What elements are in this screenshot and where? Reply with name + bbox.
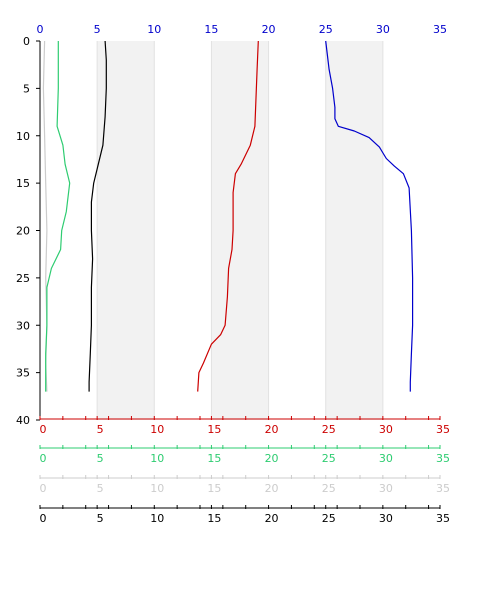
top-tick-label: 0 [37,23,44,36]
series-line-4 [325,40,414,392]
red-tick-label: 20 [265,423,279,436]
green-tick-label: 20 [265,452,279,465]
black-tick-label: 25 [322,512,336,525]
y-tick-label: 30 [16,319,30,332]
red-tick-label: 30 [379,423,393,436]
series-line-2 [88,40,107,392]
gray-tick-label: 10 [150,482,164,495]
y-tick-label: 40 [16,414,30,427]
black-tick-label: 0 [40,512,47,525]
black-tick-label: 5 [97,512,104,525]
y-tick-label: 20 [16,225,30,238]
red-tick-label: 35 [436,423,450,436]
green-tick-label: 15 [207,452,221,465]
series-line-3 [197,40,259,392]
gray-tick-label: 20 [265,482,279,495]
green-tick-label: 30 [379,452,393,465]
top-tick-label: 30 [376,23,390,36]
red-tick-label: 0 [40,423,47,436]
red-tick-label: 10 [150,423,164,436]
shaded-band-0 [97,41,155,420]
gray-tick-label: 5 [97,482,104,495]
y-tick-label: 35 [16,367,30,380]
top-tick-label: 25 [319,23,333,36]
green-tick-label: 35 [436,452,450,465]
green-tick-label: 5 [97,452,104,465]
red-tick-label: 15 [207,423,221,436]
black-tick-label: 20 [265,512,279,525]
black-tick-label: 30 [379,512,393,525]
gray-tick-label: 0 [40,482,47,495]
top-tick-label: 35 [433,23,447,36]
shaded-band-2 [325,41,383,420]
gray-tick-label: 35 [436,482,450,495]
gray-tick-label: 25 [322,482,336,495]
green-tick-label: 25 [322,452,336,465]
top-tick-label: 10 [147,23,161,36]
y-tick-label: 0 [23,35,30,48]
top-tick-label: 15 [204,23,218,36]
top-tick-label: 5 [94,23,101,36]
y-tick-label: 5 [23,82,30,95]
gray-tick-label: 30 [379,482,393,495]
black-tick-label: 15 [207,512,221,525]
series-line-1 [45,41,71,392]
green-tick-label: 10 [150,452,164,465]
green-tick-label: 0 [40,452,47,465]
gray-tick-label: 15 [207,482,221,495]
y-tick-label: 10 [16,130,30,143]
black-tick-label: 35 [436,512,450,525]
shaded-band-1 [211,41,269,420]
y-tick-label: 25 [16,272,30,285]
top-tick-label: 20 [262,23,276,36]
red-tick-label: 25 [322,423,336,436]
red-tick-label: 5 [97,423,104,436]
y-tick-label: 15 [16,177,30,190]
black-tick-label: 10 [150,512,164,525]
